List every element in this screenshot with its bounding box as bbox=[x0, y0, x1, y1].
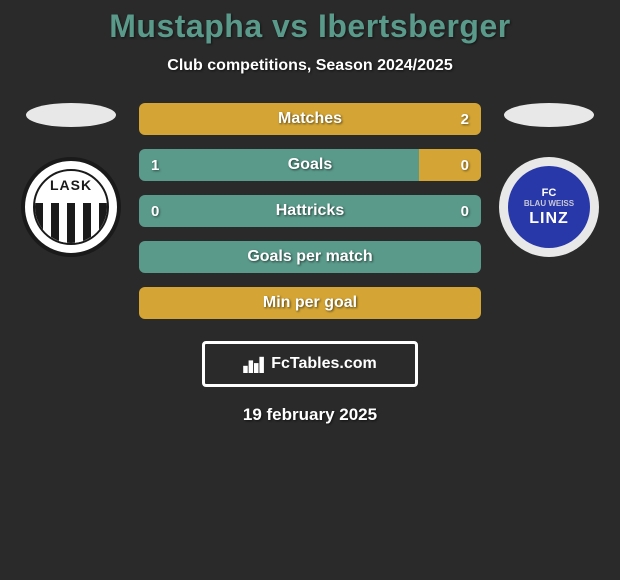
right-club-logo: FC BLAU WEISS LINZ bbox=[499, 157, 599, 257]
subtitle: Club competitions, Season 2024/2025 bbox=[0, 57, 620, 75]
left-club-logo: LASK bbox=[21, 157, 121, 257]
right-player-column: FC BLAU WEISS LINZ bbox=[499, 103, 599, 257]
stat-row: Hattricks00 bbox=[139, 195, 481, 227]
left-player-silhouette bbox=[26, 103, 116, 127]
stat-row: Matches2 bbox=[139, 103, 481, 135]
comparison-card: Mustapha vs Ibertsberger Club competitio… bbox=[0, 0, 620, 580]
content-row: LASK Matches2 Goals10 Hattricks00 Goals per… bbox=[0, 103, 620, 319]
right-club-logo-fc: FC bbox=[542, 187, 557, 199]
right-player-silhouette bbox=[504, 103, 594, 127]
left-club-logo-text: LASK bbox=[50, 177, 92, 193]
stat-row: Min per goal bbox=[139, 287, 481, 319]
lask-stripes-icon bbox=[35, 203, 107, 243]
left-player-column: LASK bbox=[21, 103, 121, 257]
brand-text: FcTables.com bbox=[271, 355, 377, 373]
right-club-logo-linz: LINZ bbox=[529, 210, 569, 228]
stat-bars: Matches2 Goals10 Hattricks00 Goals per matc… bbox=[139, 103, 481, 319]
bars-icon bbox=[243, 355, 265, 373]
stat-row: Goals per match bbox=[139, 241, 481, 273]
date-text: 19 february 2025 bbox=[0, 405, 620, 425]
brand-box[interactable]: FcTables.com bbox=[202, 341, 418, 387]
page-title: Mustapha vs Ibertsberger bbox=[0, 8, 620, 45]
stat-row: Goals10 bbox=[139, 149, 481, 181]
right-club-logo-bw: BLAU WEISS bbox=[524, 200, 574, 209]
